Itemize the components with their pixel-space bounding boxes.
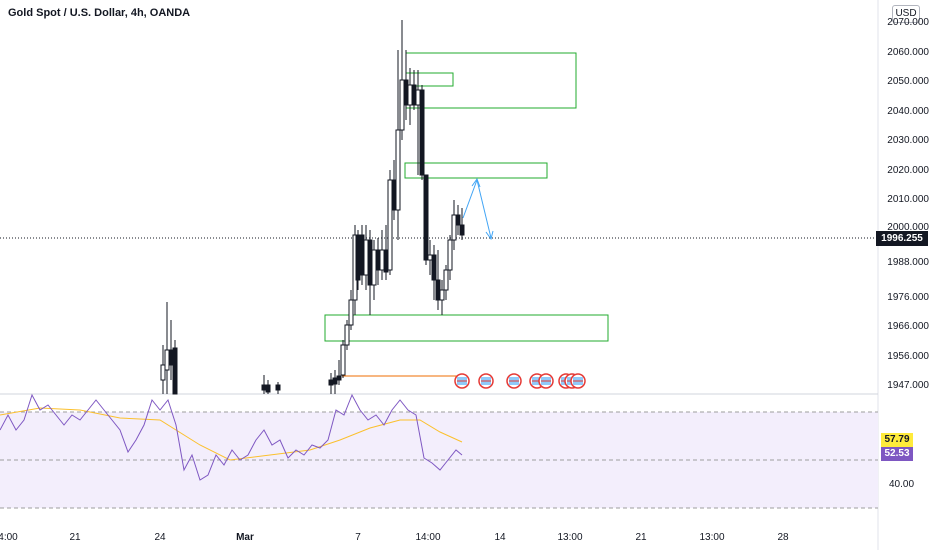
chart-title: Gold Spot / U.S. Dollar, 4h, OANDA	[8, 7, 191, 19]
price-tick: 2010.000	[887, 194, 929, 205]
projection-arrow[interactable]	[462, 177, 494, 241]
price-tick: 2040.000	[887, 106, 929, 117]
time-tick: 13:00	[557, 532, 583, 543]
rsi-band	[0, 412, 878, 508]
current-price-tag: 1996.255	[876, 231, 928, 246]
price-tick: 1966.000	[887, 321, 929, 332]
candle-body	[407, 84, 413, 106]
candle-body	[423, 174, 429, 261]
candlesticks	[160, 20, 465, 395]
candle-body	[332, 377, 338, 385]
price-tick: 1947.000	[887, 380, 929, 391]
us-flag-icon[interactable]	[570, 373, 586, 389]
price-tick: 2070.000	[887, 17, 929, 28]
candle-body	[328, 379, 334, 386]
candle-body	[403, 79, 409, 106]
candle-body	[348, 299, 354, 326]
time-tick: 21	[635, 532, 647, 543]
candle-body	[359, 234, 365, 276]
zone-box[interactable]	[324, 314, 609, 342]
time-tick: 28	[777, 532, 789, 543]
us-flag-icon[interactable]	[478, 373, 494, 389]
candle-body	[439, 289, 445, 301]
price-tick: 2060.000	[887, 47, 929, 58]
candle-body	[419, 89, 425, 176]
candle-body	[447, 239, 453, 271]
candle-body	[415, 89, 421, 106]
price-tick: 1988.000	[887, 257, 929, 268]
candle-body	[395, 129, 401, 211]
candle-body	[344, 324, 350, 346]
candle-body	[371, 249, 377, 286]
zone-box[interactable]	[405, 72, 454, 87]
rsi-line	[0, 393, 463, 481]
zone-box[interactable]	[404, 162, 548, 179]
zone-box[interactable]	[405, 52, 577, 109]
candle-body	[455, 214, 461, 226]
candle-body	[160, 364, 166, 381]
rsi-value-tag: 52.53	[881, 447, 913, 461]
currency-button[interactable]: USD	[892, 5, 920, 23]
candle-body	[431, 254, 437, 281]
supply-demand-zones[interactable]	[324, 52, 609, 342]
candle-body	[443, 269, 449, 291]
candle-body	[172, 347, 178, 395]
price-tick: 2000.000	[887, 222, 929, 233]
price-tick: 2020.000	[887, 165, 929, 176]
candle-body	[168, 349, 174, 366]
price-tick: 2030.000	[887, 135, 929, 146]
candle-body	[387, 179, 393, 271]
candle-body	[435, 279, 441, 301]
candle-body	[363, 239, 369, 276]
price-tick: 1956.000	[887, 351, 929, 362]
us-flag-icon[interactable]	[538, 373, 554, 389]
candle-body	[164, 349, 170, 371]
candle-body	[411, 84, 417, 106]
time-tick: Mar	[236, 532, 254, 543]
candle-body	[275, 384, 281, 391]
candle-body	[427, 254, 433, 261]
candle-body	[265, 384, 271, 393]
candle-body	[459, 224, 465, 236]
candle-body	[399, 79, 405, 131]
rsi-ma-value-tag: 57.79	[881, 433, 913, 447]
rsi-ma-line	[0, 407, 463, 461]
time-tick: 14:00	[415, 532, 441, 543]
rsi-level-label: 40.00	[889, 479, 915, 490]
candle-body	[379, 249, 385, 271]
candle-body	[340, 344, 346, 376]
candle-body	[451, 214, 457, 241]
us-flag-icon[interactable]	[506, 373, 522, 389]
candle-body	[391, 179, 397, 211]
time-tick: 7	[355, 532, 361, 543]
time-tick: 4:00	[0, 532, 18, 543]
candle-body	[375, 249, 381, 271]
price-tick: 2050.000	[887, 76, 929, 87]
candle-body	[336, 375, 342, 381]
event-markers[interactable]	[454, 373, 586, 389]
candle-body	[383, 249, 389, 273]
candle-body	[367, 239, 373, 286]
price-tick: 1976.000	[887, 292, 929, 303]
time-tick: 13:00	[699, 532, 725, 543]
time-tick: 14	[494, 532, 506, 543]
time-tick: 24	[154, 532, 166, 543]
time-tick: 21	[69, 532, 81, 543]
candle-body	[355, 234, 361, 281]
candle-body	[261, 384, 267, 391]
us-flag-icon[interactable]	[454, 373, 470, 389]
